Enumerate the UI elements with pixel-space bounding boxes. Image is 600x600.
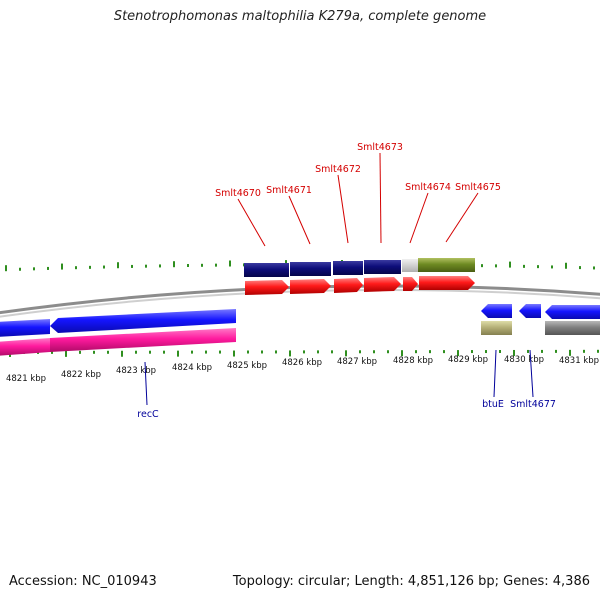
axis-label-4821: 4821 kbp (6, 374, 46, 384)
label-smlt4677[interactable]: Smlt4677 (510, 399, 556, 410)
accession-label: Accession: NC_010943 (9, 574, 157, 589)
leader-smlt4670 (237, 198, 266, 247)
cds-smlt4675[interactable] (419, 276, 475, 290)
reverse-cds-track (0, 304, 600, 337)
leader-smlt4675 (445, 192, 479, 243)
label-smlt4674[interactable]: Smlt4674 (405, 182, 451, 193)
cds-btue[interactable] (519, 304, 541, 318)
leader-smlt4677 (529, 349, 534, 398)
cds-smlt4676[interactable] (481, 304, 512, 318)
label-smlt4672[interactable]: Smlt4672 (315, 164, 361, 175)
axis-label-4829: 4829 kbp (448, 355, 488, 365)
gene-smlt4674[interactable] (402, 259, 418, 272)
gene-left-segment[interactable] (0, 338, 50, 356)
leader-recc (144, 361, 148, 406)
reverse-feature-labels: recC btuE Smlt4677 (137, 349, 556, 420)
cds-smlt4672[interactable] (334, 278, 363, 293)
forward-cds-track (245, 276, 475, 295)
gene-recc[interactable] (50, 328, 236, 352)
forward-feature-labels: Smlt4670 Smlt4671 Smlt4672 Smlt4673 Smlt… (215, 142, 501, 247)
gene-smlt4671[interactable] (290, 262, 331, 276)
axis-label-4823: 4823 kbp (116, 366, 156, 376)
gene-smlt4672[interactable] (333, 261, 363, 275)
gene-smlt4670[interactable] (244, 263, 289, 277)
axis-label-4831: 4831 kbp (559, 356, 599, 366)
axis-label-4822: 4822 kbp (61, 370, 101, 380)
reverse-gene-track (0, 321, 600, 356)
leader-smlt4672 (337, 174, 349, 244)
leader-smlt4673 (379, 152, 382, 244)
label-smlt4671[interactable]: Smlt4671 (266, 185, 312, 196)
label-smlt4675[interactable]: Smlt4675 (455, 182, 501, 193)
axis-label-4830: 4830 kbp (504, 355, 544, 365)
leader-btue (493, 349, 497, 398)
axis-label-4824: 4824 kbp (172, 363, 212, 373)
axis-tick-labels: 4821 kbp 4822 kbp 4823 kbp 4824 kbp 4825 kbp… (6, 355, 599, 384)
map-title: Stenotrophomonas maltophilia K279a, comp… (113, 9, 487, 24)
label-btue[interactable]: btuE (482, 399, 504, 410)
axis-label-4828: 4828 kbp (393, 356, 433, 366)
label-smlt4670[interactable]: Smlt4670 (215, 188, 261, 199)
gene-smlt4675[interactable] (418, 258, 475, 272)
cds-recc[interactable] (50, 309, 236, 333)
cds-smlt4670[interactable] (245, 280, 289, 295)
cds-smlt4674[interactable] (403, 277, 418, 291)
cds-left-segment[interactable] (0, 319, 50, 337)
forward-gene-track (244, 258, 475, 277)
gene-smlt4677[interactable] (545, 321, 600, 335)
label-smlt4673[interactable]: Smlt4673 (357, 142, 403, 153)
label-recc[interactable]: recC (137, 409, 159, 420)
cds-smlt4677[interactable] (545, 305, 600, 319)
gene-smlt4673[interactable] (364, 260, 401, 274)
axis-label-4827: 4827 kbp (337, 357, 377, 367)
cds-smlt4671[interactable] (290, 279, 331, 294)
gene-btue[interactable] (481, 321, 512, 335)
axis-label-4825: 4825 kbp (227, 361, 267, 371)
cds-smlt4673[interactable] (364, 277, 401, 292)
leader-smlt4671 (288, 195, 311, 245)
genome-summary: Topology: circular; Length: 4,851,126 bp… (232, 574, 590, 589)
leader-smlt4674 (409, 192, 429, 244)
axis-label-4826: 4826 kbp (282, 358, 322, 368)
